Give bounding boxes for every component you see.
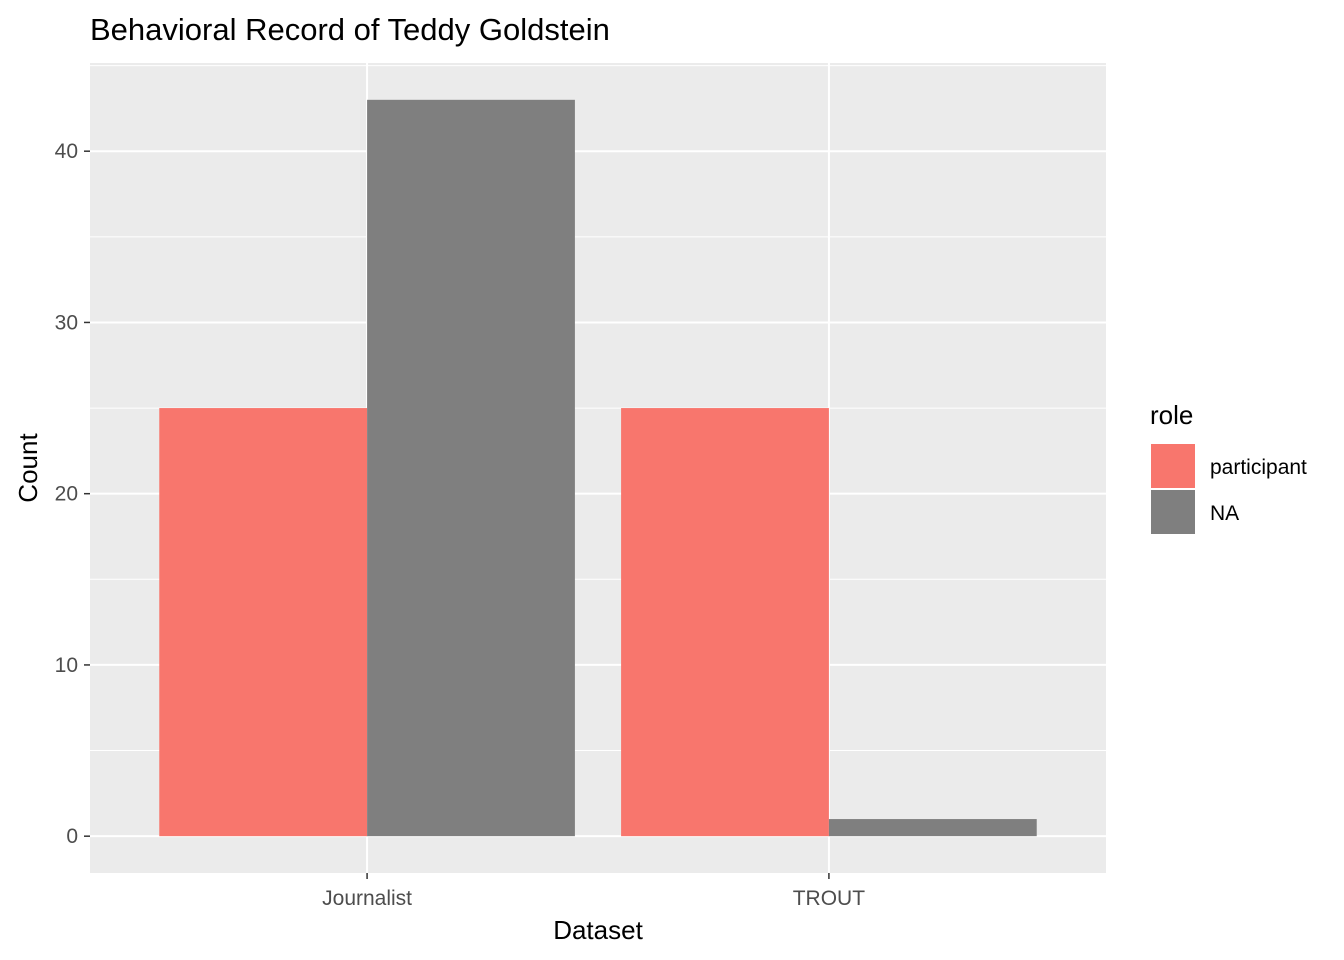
bar-na-trout (828, 819, 1037, 837)
y-tick-label: 40 (55, 140, 78, 163)
bar-participant-journalist (159, 408, 368, 837)
x-axis: Journalist TROUT (322, 873, 865, 910)
legend-key (1149, 488, 1197, 536)
legend-key (1149, 442, 1197, 490)
y-tick-label: 0 (66, 825, 78, 848)
x-axis-title: Dataset (553, 915, 643, 945)
x-tick-label: TROUT (793, 887, 865, 910)
chart-title: Behavioral Record of Teddy Goldstein (90, 12, 610, 47)
y-axis: 0 10 20 30 40 (55, 140, 90, 848)
legend-label: NA (1210, 502, 1239, 525)
legend: role participant NA (1149, 400, 1307, 536)
y-tick-label: 30 (55, 311, 78, 334)
legend-items: participant NA (1149, 442, 1307, 536)
bar-na-journalist (367, 99, 575, 837)
legend-title: role (1150, 400, 1193, 430)
x-tick-label: Journalist (322, 887, 412, 910)
bar-participant-trout (621, 408, 829, 837)
y-tick-label: 10 (55, 654, 78, 677)
y-axis-title: Count (13, 433, 43, 503)
legend-label: participant (1210, 456, 1307, 479)
bars (159, 99, 1037, 837)
y-tick-label: 20 (55, 483, 78, 506)
